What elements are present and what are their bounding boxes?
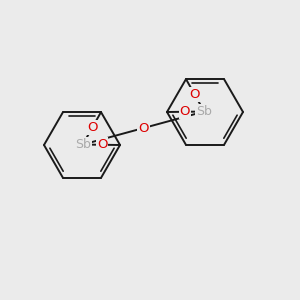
Text: O: O	[180, 105, 190, 118]
Text: O: O	[87, 121, 98, 134]
Text: O: O	[190, 88, 200, 101]
Text: O: O	[97, 138, 107, 151]
Text: Sb: Sb	[196, 105, 212, 118]
Text: Sb: Sb	[75, 138, 91, 151]
Text: O: O	[138, 122, 149, 134]
